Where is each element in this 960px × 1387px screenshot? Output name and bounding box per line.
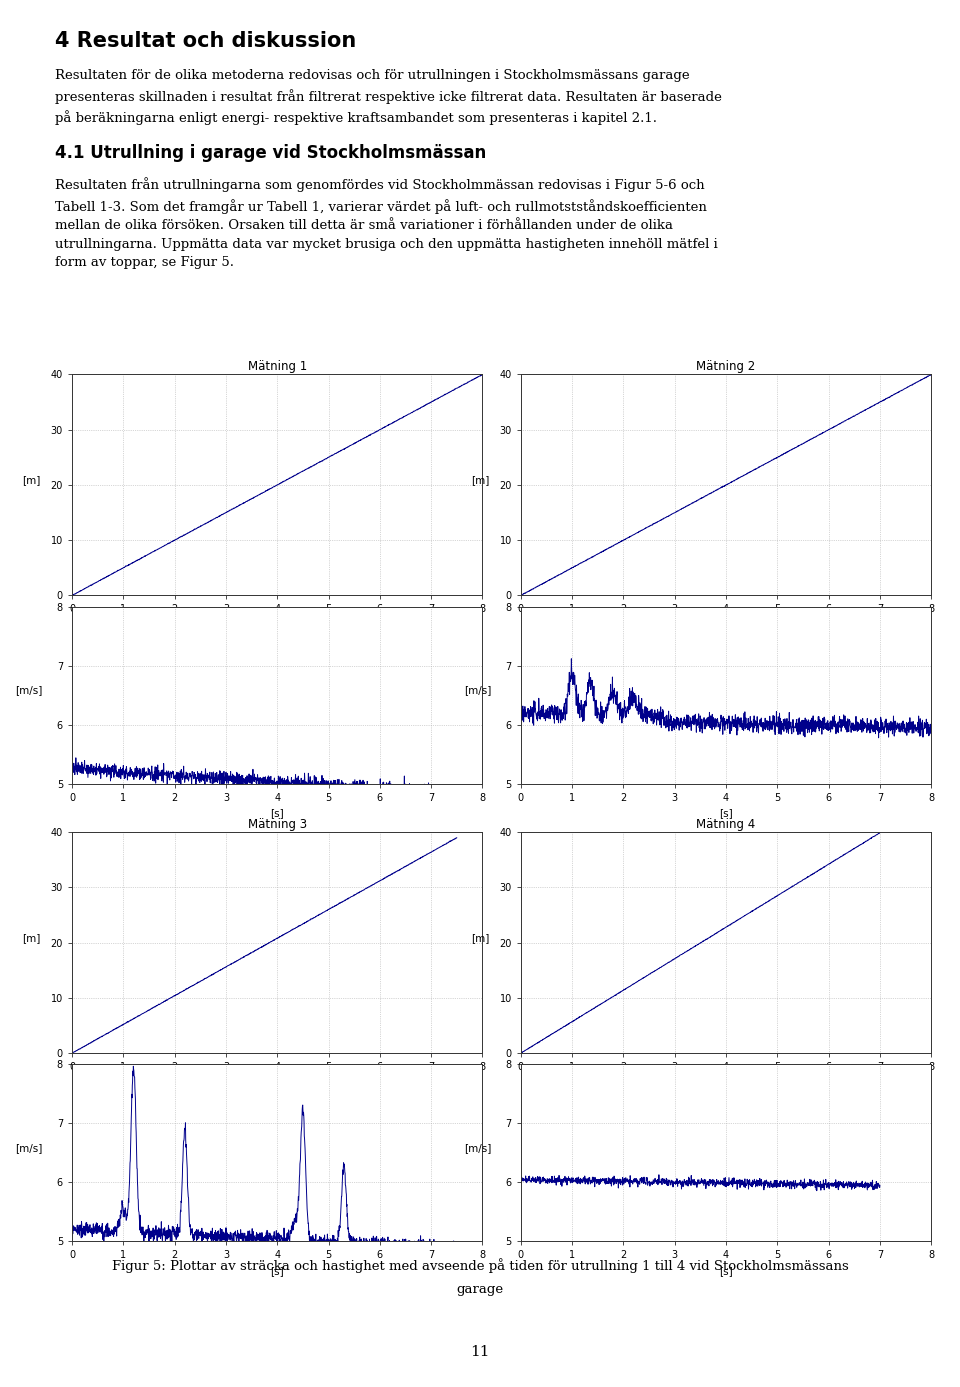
- Y-axis label: [m/s]: [m/s]: [15, 685, 42, 695]
- Title: Mätning 4: Mätning 4: [696, 818, 756, 831]
- X-axis label: [s]: [s]: [271, 620, 284, 630]
- X-axis label: [s]: [s]: [719, 620, 732, 630]
- Y-axis label: [m/s]: [m/s]: [15, 1143, 42, 1153]
- Title: Mätning 1: Mätning 1: [248, 361, 307, 373]
- Text: Resultaten från utrullningarna som genomfördes vid Stockholmmässan redovisas i F: Resultaten från utrullningarna som genom…: [55, 178, 718, 269]
- Y-axis label: [m/s]: [m/s]: [464, 685, 492, 695]
- Text: Figur 5: Plottar av sträcka och hastighet med avseende på tiden för utrullning 1: Figur 5: Plottar av sträcka och hastighe…: [111, 1258, 849, 1273]
- Y-axis label: [m]: [m]: [470, 474, 490, 485]
- Text: garage: garage: [456, 1283, 504, 1295]
- Y-axis label: [m]: [m]: [22, 474, 40, 485]
- Title: Mätning 2: Mätning 2: [696, 361, 756, 373]
- X-axis label: [s]: [s]: [719, 1078, 732, 1087]
- X-axis label: [s]: [s]: [271, 1266, 284, 1276]
- Y-axis label: [m]: [m]: [22, 932, 40, 943]
- X-axis label: [s]: [s]: [719, 809, 732, 818]
- X-axis label: [s]: [s]: [271, 809, 284, 818]
- Text: Resultaten för de olika metoderna redovisas och för utrullningen i Stockholmsmäs: Resultaten för de olika metoderna redovi…: [55, 69, 722, 125]
- Y-axis label: [m/s]: [m/s]: [464, 1143, 492, 1153]
- Text: 4.1 Utrullning i garage vid Stockholmsmässan: 4.1 Utrullning i garage vid Stockholmsmä…: [55, 144, 487, 162]
- Y-axis label: [m]: [m]: [470, 932, 490, 943]
- X-axis label: [s]: [s]: [271, 1078, 284, 1087]
- X-axis label: [s]: [s]: [719, 1266, 732, 1276]
- Text: 11: 11: [470, 1345, 490, 1359]
- Text: 4 Resultat och diskussion: 4 Resultat och diskussion: [55, 31, 356, 50]
- Title: Mätning 3: Mätning 3: [248, 818, 307, 831]
